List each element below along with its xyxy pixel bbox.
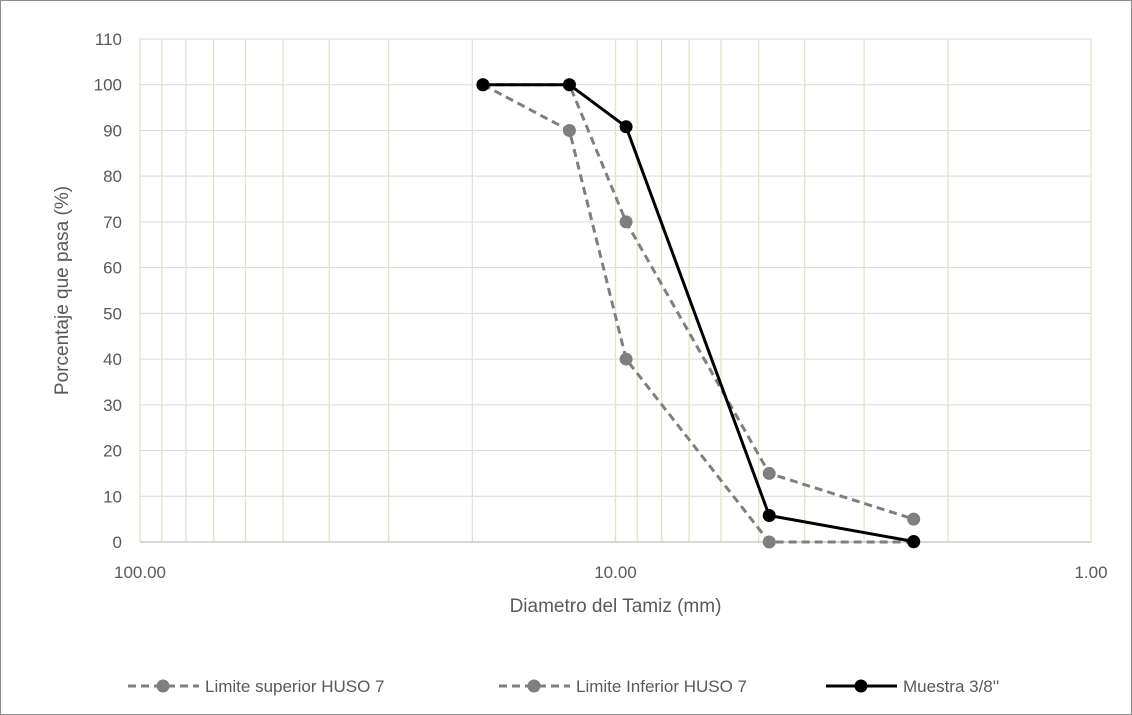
legend-label-2: Limite Inferior HUSO 7 (576, 677, 747, 696)
y-axis-title: Porcentaje que pasa (%) (52, 186, 73, 395)
label-layer: 0 10 20 30 40 50 60 70 80 90 100 110 100.00 10.00 1.00 (94, 30, 1108, 582)
x-tick-label: 10.00 (594, 563, 637, 582)
series-1-point (762, 466, 776, 480)
y-tick-label: 90 (103, 121, 122, 140)
series-3-point (619, 120, 633, 134)
x-axis-title: Diametro del Tamiz (mm) (510, 596, 722, 617)
series-3-point (476, 78, 490, 92)
y-tick-label: 10 (103, 487, 122, 506)
legend-label-1: Limite superior HUSO 7 (205, 677, 385, 696)
series-3-point (762, 508, 776, 522)
y-tick-label: 70 (103, 213, 122, 232)
series-2-point (562, 123, 576, 137)
series-1-point (907, 512, 921, 526)
series-layer (476, 78, 921, 549)
series-2-point (762, 535, 776, 549)
legend-marker-3 (854, 679, 868, 693)
y-tick-label: 80 (103, 167, 122, 186)
series-line-2 (482, 83, 914, 544)
series-line-1 (483, 83, 915, 521)
legend-marker-1 (156, 679, 170, 693)
y-tick-label: 0 (113, 533, 122, 552)
legend-label-3: Muestra 3/8'' (903, 677, 999, 696)
series-1-point (619, 215, 633, 229)
y-tick-label: 30 (103, 396, 122, 415)
y-tick-label: 20 (103, 442, 122, 461)
y-tick-label: 60 (103, 259, 122, 278)
series-2-point (619, 352, 633, 366)
x-tick-label: 1.00 (1074, 563, 1107, 582)
y-tick-label: 100 (94, 76, 122, 95)
series-3-point (907, 535, 921, 549)
legend-marker-2 (527, 679, 541, 693)
y-tick-label: 110 (95, 30, 122, 49)
series-3-point (562, 78, 576, 92)
grid-layer (139, 38, 1092, 542)
y-tick-label: 40 (103, 350, 122, 369)
x-tick-label: 100.00 (114, 563, 166, 582)
legend: Limite superior HUSO 7 Limite Inferior HU… (128, 677, 999, 696)
y-tick-label: 50 (103, 304, 122, 323)
